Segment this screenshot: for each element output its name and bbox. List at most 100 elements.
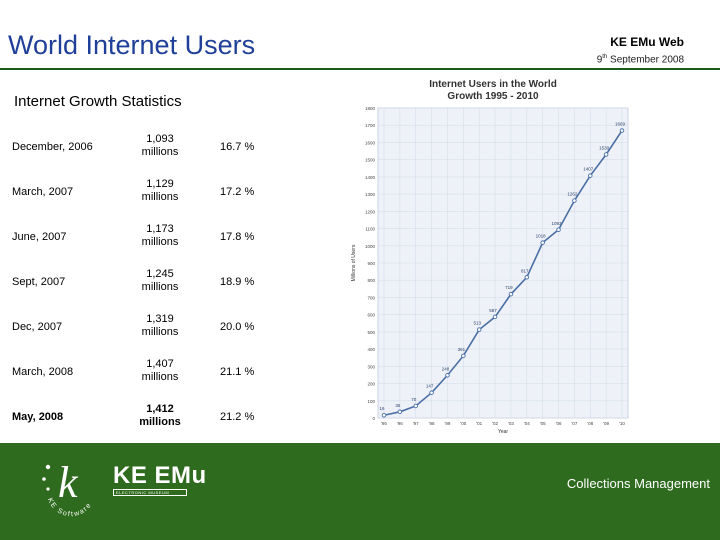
growth-chart: 0 100 200 300 400 500 600 700 800 900 1000 1100 1200…	[348, 76, 638, 436]
data-label: 817	[521, 268, 529, 273]
data-point	[476, 327, 482, 332]
footer-note: Collections Management	[566, 476, 710, 491]
stat-row: June, 2007 1,173 millions 17.8 %	[8, 213, 268, 258]
data-point	[461, 353, 466, 359]
data-label: 361	[458, 347, 466, 352]
data-point	[445, 373, 450, 378]
stat-users: 1,319 millions	[128, 313, 192, 339]
y-tick-label: 1100	[365, 227, 375, 232]
section-subtitle: Internet Growth Statistics	[14, 93, 182, 110]
stat-percent: 16.7 %	[220, 141, 255, 153]
stat-row: May, 2008 1,412 millions 21.2 %	[8, 393, 268, 438]
data-label: 70	[411, 397, 417, 402]
stat-users: 1,093 millions	[128, 133, 192, 159]
stat-users-number: 1,093	[146, 133, 174, 145]
stat-period: June, 2007	[12, 231, 67, 243]
x-tick-label: '05	[540, 421, 546, 426]
x-axis-label: Year	[498, 429, 508, 435]
stat-period: March, 2008	[12, 366, 74, 378]
y-tick-label: 300	[367, 364, 375, 369]
data-point	[572, 198, 577, 203]
data-label: 1530	[599, 146, 610, 151]
data-label: 587	[489, 308, 497, 313]
y-tick-label: 900	[367, 261, 375, 266]
stat-users: 1,412 millions	[128, 403, 192, 429]
brand-bar: ELECTRONIC MUSEUM	[113, 489, 187, 496]
x-tick-label: '04	[524, 421, 530, 426]
stat-users-number: 1,412	[146, 403, 174, 415]
stat-period: May, 2008	[12, 411, 64, 423]
stat-users-unit: millions	[141, 191, 179, 203]
y-tick-label: 1400	[365, 175, 376, 180]
data-point	[492, 314, 498, 320]
x-tick-label: '00	[460, 421, 466, 426]
stat-users-number: 1,245	[146, 268, 174, 280]
y-tick-label: 800	[367, 278, 375, 283]
stat-period: Dec, 2007	[12, 321, 63, 333]
y-tick-label: 1700	[365, 123, 376, 128]
series-line	[383, 130, 623, 417]
y-tick-label: 700	[367, 295, 375, 300]
data-label: 1093	[552, 221, 563, 226]
stat-users-number: 1,173	[146, 223, 174, 235]
chart-title-line2: Growth 1995 - 2010	[447, 91, 539, 102]
brand-subtitle: ELECTRONIC MUSEUM	[116, 490, 170, 495]
y-tick-label: 1000	[365, 244, 376, 249]
x-tick-label: '07	[571, 421, 577, 426]
stat-row: Sept, 2007 1,245 millions 18.9 %	[8, 258, 268, 303]
stat-users-unit: millions	[139, 416, 181, 428]
data-label: 1407	[583, 167, 594, 172]
data-point	[429, 390, 434, 395]
chart-title-line1: Internet Users in the World	[429, 79, 557, 90]
data-point	[603, 152, 609, 157]
x-tick-label: '06	[556, 421, 562, 426]
x-tick-label: '02	[492, 421, 498, 426]
data-point	[381, 412, 387, 418]
x-tick-label: '98	[429, 421, 435, 426]
x-tick-label: '08	[587, 421, 593, 426]
presentation-date: 9th September 2008	[596, 54, 684, 66]
stat-users: 1,407 millions	[128, 358, 192, 384]
stat-row: Dec, 2007 1,319 millions 20.0 %	[8, 303, 268, 348]
stat-percent: 20.0 %	[220, 321, 255, 333]
data-label: 1018	[536, 234, 547, 239]
stat-users-unit: millions	[141, 326, 179, 338]
y-tick-label: 500	[367, 330, 375, 335]
stat-row: March, 2007 1,129 millions 17.2 %	[8, 168, 268, 213]
stat-percent: 17.8 %	[220, 231, 255, 243]
stat-users-unit: millions	[141, 236, 179, 248]
stat-percent: 18.9 %	[220, 276, 255, 288]
y-tick-label: 400	[367, 347, 375, 352]
data-point	[413, 403, 418, 409]
y-tick-label: 1800	[365, 106, 376, 111]
y-tick-label: 600	[367, 313, 375, 318]
stat-users-number: 1,407	[146, 358, 174, 370]
data-point	[508, 291, 514, 297]
stat-users: 1,129 millions	[128, 178, 192, 204]
x-tick-label: '95	[381, 421, 387, 426]
data-label: 513	[473, 321, 481, 326]
y-tick-label: 100	[367, 399, 375, 404]
y-tick-label: 1500	[365, 158, 376, 163]
brand-name: KE EMu	[113, 462, 207, 489]
x-tick-label: '99	[445, 421, 451, 426]
y-tick-label: 200	[367, 382, 375, 387]
x-tick-label: '97	[413, 421, 419, 426]
chart-canvas: 0 100 200 300 400 500 600 700 800 900 1000 1100 1200…	[351, 106, 629, 435]
stat-users-number: 1,319	[146, 313, 174, 325]
data-point	[524, 275, 530, 280]
data-label: 248	[442, 366, 450, 371]
stat-row: December, 2006 1,093 millions 16.7 %	[8, 123, 268, 168]
title-divider	[0, 68, 720, 70]
stat-percent: 21.1 %	[220, 366, 255, 378]
data-point	[556, 227, 561, 233]
x-tick-label: '96	[397, 421, 403, 426]
data-label: 36	[395, 403, 401, 408]
stat-users-number: 1,129	[146, 178, 174, 190]
data-label: 1669	[615, 122, 626, 127]
data-point	[397, 409, 403, 415]
data-label: 147	[426, 384, 434, 389]
data-label: 1262	[567, 192, 578, 197]
data-label: 16	[379, 406, 385, 411]
stat-percent: 21.2 %	[220, 411, 255, 423]
